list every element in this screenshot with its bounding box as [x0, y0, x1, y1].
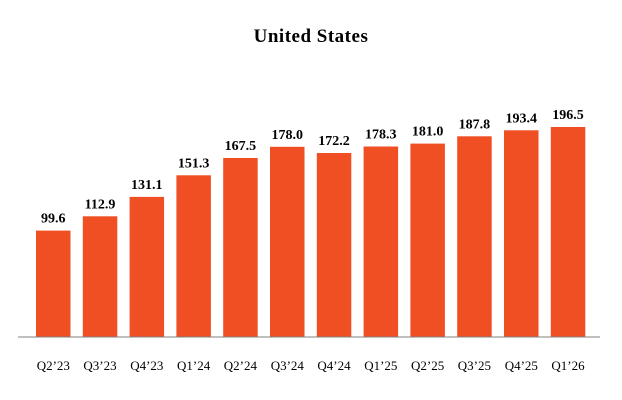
x-tick-label: Q1’24 — [177, 358, 211, 373]
x-tick-label: Q1’26 — [551, 358, 585, 373]
bar-value-label: 196.5 — [552, 108, 584, 123]
bar-value-label: 112.9 — [85, 197, 116, 212]
bar-3 — [129, 196, 165, 337]
bar-4 — [176, 175, 211, 337]
bar-value-label: 99.6 — [41, 212, 66, 227]
bar-2 — [82, 216, 118, 337]
x-tick-label: Q4’25 — [505, 358, 538, 373]
bar-10 — [457, 136, 492, 337]
x-tick-label: Q3’25 — [458, 358, 491, 373]
value-labels-layer: 99.6 112.9 131.1 151.3 167.5 178.0 172.2 178.3 1… — [41, 108, 584, 227]
bar-value-label: 193.4 — [506, 111, 538, 126]
bar-1 — [36, 230, 71, 337]
x-tick-label: Q1’25 — [364, 358, 397, 373]
bar-7 — [316, 153, 352, 337]
x-tick-label: Q3’24 — [271, 358, 305, 373]
x-tick-label: Q2’23 — [37, 358, 70, 373]
chart-title: United States — [253, 26, 369, 47]
bar-value-label: 178.0 — [272, 128, 304, 143]
x-tick-label: Q4’23 — [130, 358, 163, 373]
bar-9 — [410, 143, 445, 337]
x-tick-label: Q3’23 — [83, 358, 116, 373]
x-tick-label: Q2’25 — [411, 358, 444, 373]
bar-value-label: 167.5 — [225, 139, 257, 154]
x-tick-label: Q2’24 — [224, 358, 258, 373]
tick-labels-layer: Q2’23 Q3’23 Q4’23 Q1’24 Q2’24 Q3’24 Q4’24 Q1’25… — [37, 358, 585, 373]
bar-value-label: 181.0 — [412, 125, 444, 140]
x-tick-label: Q4’24 — [317, 358, 351, 373]
bar-value-label: 187.8 — [459, 117, 491, 132]
bar-value-label: 131.1 — [131, 178, 163, 193]
bar-5 — [223, 158, 258, 337]
bar-8 — [363, 146, 399, 337]
bar-12 — [550, 127, 586, 337]
bars-layer — [36, 127, 586, 337]
bar-value-label: 178.3 — [365, 128, 397, 143]
bar-value-label: 151.3 — [178, 156, 210, 171]
bar-11 — [504, 130, 539, 337]
bar-value-label: 172.2 — [318, 134, 350, 149]
bar-6 — [270, 146, 305, 337]
